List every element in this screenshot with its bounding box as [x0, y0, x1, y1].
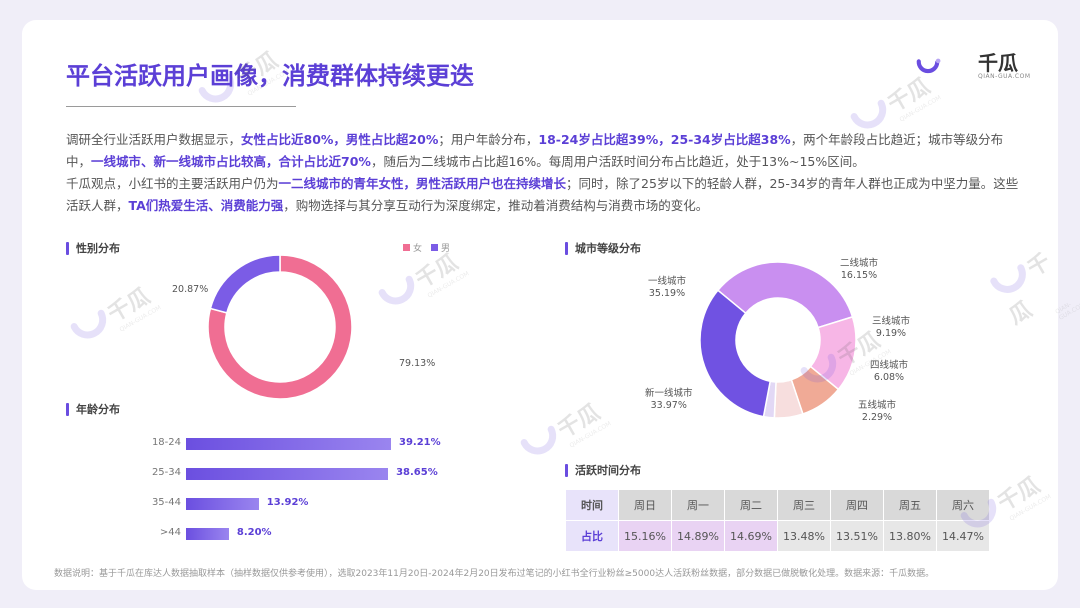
time-section-title: 活跃时间分布: [565, 462, 641, 478]
age-bar: [186, 468, 389, 480]
age-category-label: 25-34: [151, 467, 181, 478]
intro-text-run: ，随后为二线城市占比超16%。每周用户活跃时间分布占比趋近，处于13%~15%区…: [370, 154, 865, 169]
age-bar: [186, 498, 259, 510]
time-value-cell: 13.80%: [883, 520, 937, 552]
gender-female-value-label: 79.13%: [399, 358, 436, 369]
logo-name: 千瓜: [978, 51, 1018, 75]
time-value-cell: 14.89%: [671, 520, 725, 552]
age-bar: [186, 528, 229, 540]
intro-highlight: TA们热爱生活、消费能力强: [128, 198, 284, 213]
page-title: 平台活跃用户画像，消费群体持续更迭: [66, 62, 474, 90]
time-header-label: 时间: [565, 489, 619, 521]
intro-highlight: 一线城市、新一线城市占比较高，合计占比近70%: [91, 154, 371, 169]
age-value-label: 38.65%: [396, 467, 438, 478]
intro-highlight: 女性占比近80%，男性占比超20%: [241, 132, 439, 147]
active-time-table: 时间 周日 周一 周二 周三 周四 周五 周六 占比 15.16% 14.89% 14.69% 13.…: [565, 489, 990, 552]
time-header-cell: 周日: [618, 489, 672, 521]
time-row-label: 占比: [565, 520, 619, 552]
age-category-label: 18-24: [151, 437, 181, 448]
intro-text: 调研全行业活跃用户数据显示，女性占比近80%，男性占比超20%；用户年龄分布，1…: [66, 129, 1026, 217]
time-value-cell: 15.16%: [618, 520, 672, 552]
city-label-new-tier1: 新一线城市 33.97%: [645, 388, 693, 411]
age-bar: [186, 438, 391, 450]
logo-sub: QIAN-GUA.COM: [978, 73, 1031, 80]
intro-paragraph-2: 千瓜观点，小红书的主要活跃用户仍为一二线城市的青年女性，男性活跃用户也在持续增长…: [66, 173, 1026, 217]
gender-legend: 女 男: [403, 241, 450, 254]
time-value-cell: 14.47%: [936, 520, 990, 552]
intro-text-run: ，购物选择与其分享互动行为深度绑定，推动着消费结构与消费市场的变化。: [283, 198, 709, 213]
footnote: 数据说明：基于千瓜在库达人数据抽取样本（抽样数据仅供参考使用），选取2023年1…: [54, 569, 935, 579]
time-value-cell: 14.69%: [724, 520, 778, 552]
time-header-cell: 周一: [671, 489, 725, 521]
time-header-cell: 周四: [830, 489, 884, 521]
intro-highlight: 一二线城市的青年女性，男性活跃用户也在持续增长: [278, 176, 567, 191]
age-value-label: 8.20%: [236, 527, 272, 538]
legend-label-male: 男: [441, 244, 451, 254]
time-header-cell: 周五: [883, 489, 937, 521]
gender-section-title: 性别分布: [66, 240, 120, 256]
time-value-cell: 13.48%: [777, 520, 831, 552]
intro-text-run: 调研全行业活跃用户数据显示，: [66, 132, 242, 147]
intro-text-run: 千瓜观点，小红书的主要活跃用户仍为: [66, 176, 279, 191]
title-divider: [66, 106, 296, 107]
intro-paragraph-1: 调研全行业活跃用户数据显示，女性占比近80%，男性占比超20%；用户年龄分布，1…: [66, 129, 1026, 173]
age-section-title: 年龄分布: [66, 401, 120, 417]
intro-text-run: ；同时，除了25岁以下的轻龄人群，25-34岁的青年人群也正成为中坚力量。这些活…: [66, 176, 1019, 213]
city-label-tier4: 四线城市 6.08%: [870, 360, 909, 383]
time-header-cell: 周三: [777, 489, 831, 521]
time-header-cell: 周六: [936, 489, 990, 521]
gender-male-value-label: 20.87%: [172, 284, 209, 295]
legend-swatch-male: [431, 244, 439, 251]
qiangua-logo-icon: [916, 58, 941, 74]
time-value-cell: 13.51%: [830, 520, 884, 552]
city-label-tier5: 五线城市 2.29%: [858, 400, 897, 423]
time-header-cell: 周二: [724, 489, 778, 521]
city-section-title: 城市等级分布: [565, 240, 641, 256]
intro-text-run: ，两个年龄段占比趋近；城市等级分布中，: [66, 132, 1004, 169]
age-value-label: 13.92%: [266, 497, 309, 508]
intro-highlight: 18-24岁占比超39%，25-34岁占比超38%: [538, 132, 791, 147]
city-label-tier1: 一线城市 35.19%: [648, 276, 687, 299]
intro-text-run: ；用户年龄分布，: [438, 132, 539, 147]
city-label-tier2: 二线城市 16.15%: [840, 258, 879, 281]
age-category-label: 35-44: [151, 497, 181, 508]
age-category-label: >44: [159, 527, 181, 538]
city-label-tier3: 三线城市 9.19%: [872, 316, 911, 339]
legend-swatch-female: [403, 244, 410, 251]
age-value-label: 39.21%: [399, 437, 441, 448]
legend-label-female: 女: [413, 244, 423, 254]
